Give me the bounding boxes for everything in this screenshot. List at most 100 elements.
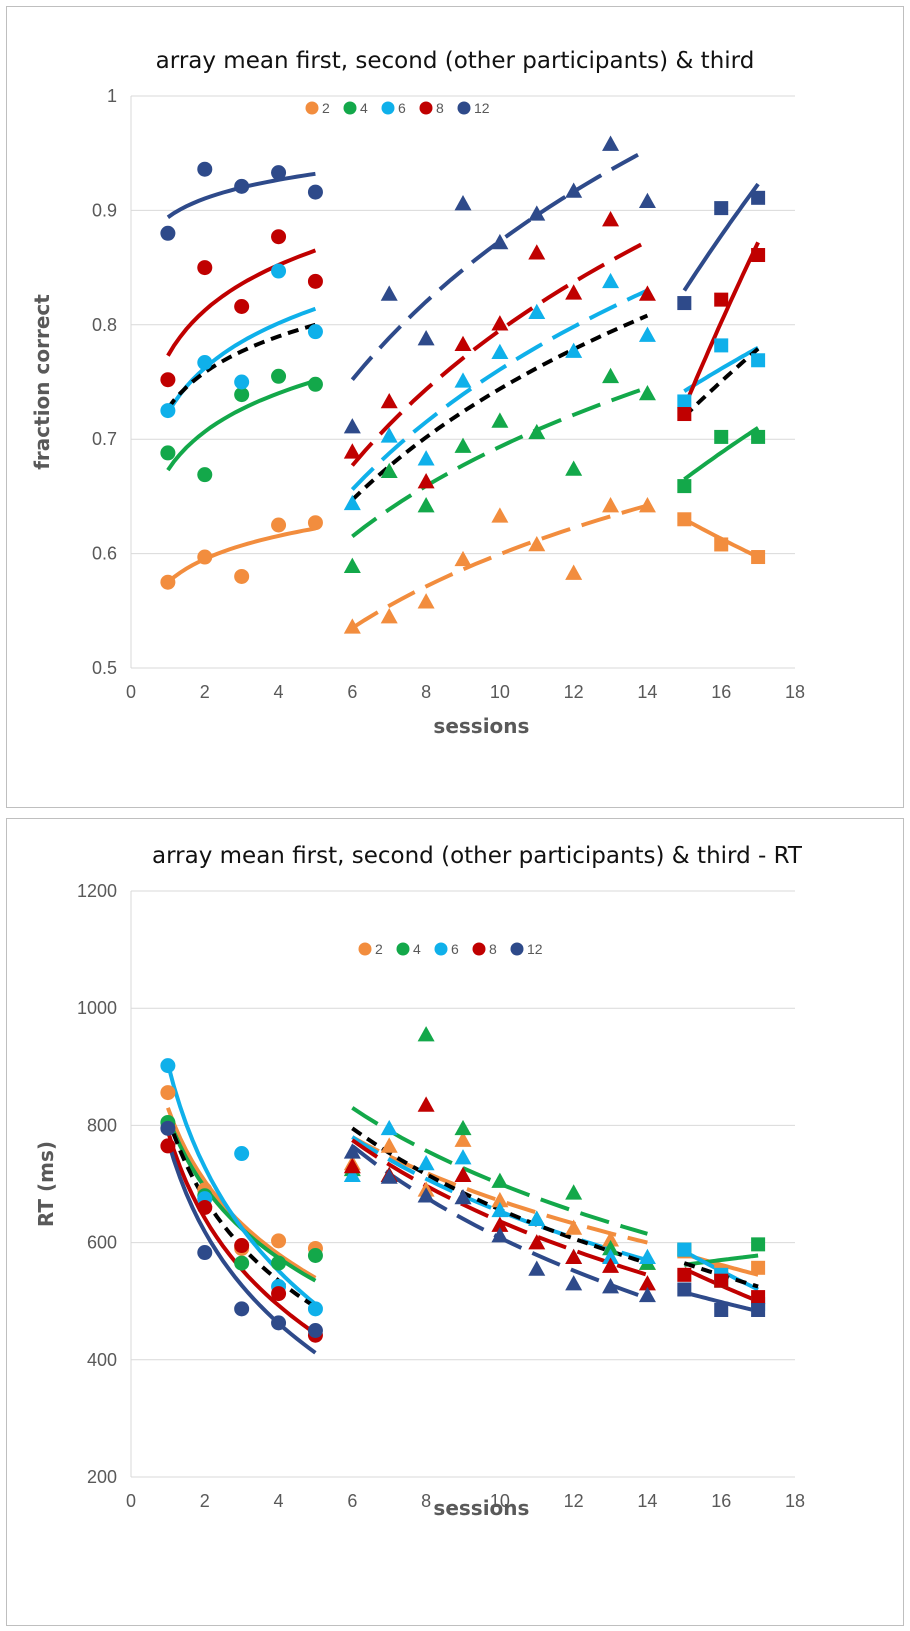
x-tick-label: 2 (200, 1491, 210, 1511)
data-point-8-phase1 (197, 1199, 213, 1215)
data-point-4-phase2 (417, 1026, 435, 1042)
data-point-8-phase1 (234, 1238, 250, 1254)
data-point-8-phase2 (417, 473, 435, 489)
data-point-12-phase2 (491, 1227, 509, 1243)
data-point-8-phase1 (197, 260, 213, 276)
data-point-12-phase2 (565, 182, 583, 198)
data-point-2-phase1 (307, 515, 323, 531)
data-point-12-phase2 (602, 135, 620, 151)
x-tick-label: 18 (785, 1491, 805, 1511)
data-point-4-phase1 (271, 368, 287, 384)
x-tick-label: 14 (637, 682, 657, 702)
data-point-8-phase2 (454, 1166, 472, 1183)
chart-title: array mean first, second (other particip… (152, 843, 803, 869)
data-point-6-phase2 (491, 343, 509, 360)
data-point-2-phase3 (714, 537, 729, 552)
y-tick-label: 1200 (77, 881, 117, 901)
trendline-6-phase3 (683, 345, 760, 393)
data-point-12-phase3 (751, 1302, 766, 1317)
trendline-4-phase2 (351, 385, 649, 538)
data-point-2-phase2 (528, 535, 546, 552)
trendlines (165, 1063, 759, 1355)
y-tick-label: 0.7 (92, 429, 117, 449)
data-point-8-phase2 (602, 211, 620, 227)
y-axis-label: RT (ms) (34, 1141, 58, 1227)
data-point-8-phase3 (751, 1290, 766, 1305)
data-point-6-phase2 (565, 342, 583, 358)
legend-label-8: 8 (436, 100, 444, 116)
legend: 2 4 6 8 12 (305, 100, 490, 116)
legend: 2 4 6 8 12 (358, 941, 543, 957)
data-point-2-phase2 (602, 497, 620, 513)
data-point-8-phase2 (565, 1248, 583, 1265)
trendline-4-phase3 (684, 1253, 759, 1267)
data-point-12-phase2 (638, 192, 656, 209)
series-8 (160, 211, 766, 489)
data-point-2-phase2 (380, 1137, 398, 1153)
data-point-6-phase2 (491, 1201, 509, 1218)
trendline-4-phase1 (166, 378, 316, 472)
data-point-12-phase1 (234, 1301, 250, 1317)
data-point-4-phase2 (454, 437, 472, 453)
legend-label-2: 2 (375, 941, 383, 957)
legend-label-4: 4 (413, 941, 421, 957)
data-point-6-phase1 (234, 1146, 250, 1162)
data-point-12-phase2 (565, 1275, 583, 1291)
trendline-12-phase1 (165, 1139, 317, 1355)
data-point-8-phase1 (234, 298, 250, 314)
data-point-6-phase1 (234, 374, 250, 390)
data-point-8-phase1 (307, 273, 323, 289)
data-point-6-phase2 (602, 1248, 620, 1265)
data-point-6-phase3 (677, 394, 692, 409)
data-point-8-phase2 (343, 1157, 361, 1174)
rt-chart-panel: array mean first, second (other particip… (6, 818, 904, 1626)
data-point-2-phase2 (602, 1231, 620, 1247)
data-point-6-phase2 (602, 272, 620, 289)
data-point-6-phase3 (751, 353, 766, 368)
data-point-2-phase2 (417, 593, 435, 609)
legend-label-8: 8 (489, 941, 497, 957)
data-point-8-phase3 (677, 407, 692, 422)
data-point-8-phase2 (638, 285, 656, 301)
legend-marker-8 (472, 942, 486, 956)
x-tick-label: 18 (785, 682, 805, 702)
data-point-2-phase1 (271, 1233, 287, 1249)
data-point-8-phase3 (677, 1267, 692, 1282)
data-point-12-phase2 (380, 1168, 398, 1184)
data-point-12-phase2 (602, 1278, 620, 1294)
data-point-2-phase2 (565, 564, 583, 580)
data-point-8-phase2 (417, 1096, 435, 1112)
data-point-6-phase2 (343, 494, 361, 511)
chart-title: array mean first, second (other particip… (156, 48, 755, 74)
trendline-12-phase2 (350, 148, 649, 381)
trendline-2-phase1 (166, 1107, 317, 1280)
trendline-2-phase1 (166, 526, 316, 584)
x-tick-label: 10 (490, 1491, 510, 1511)
data-point-8-phase2 (380, 392, 398, 409)
data-point-6-phase1 (160, 1058, 176, 1074)
legend-label-2: 2 (322, 100, 330, 116)
x-tick-label: 16 (711, 1491, 731, 1511)
data-point-2-phase3 (751, 550, 766, 565)
legend-marker-4 (343, 101, 357, 115)
accuracy-chart-panel: array mean first, second (other particip… (6, 6, 904, 808)
y-tick-label: 1 (107, 86, 117, 106)
data-point-4-phase2 (565, 460, 583, 476)
data-point-6-phase1 (160, 403, 176, 419)
x-axis-label: sessions (433, 714, 529, 738)
series-6 (160, 263, 766, 511)
data-point-4-phase2 (565, 1184, 583, 1200)
data-point-12-phase2 (380, 285, 398, 301)
y-tick-label: 800 (87, 1115, 117, 1135)
data-point-2-phase3 (677, 512, 692, 527)
x-tick-label: 12 (564, 1491, 584, 1511)
data-point-12-phase2 (417, 330, 435, 346)
y-tick-label: 0.8 (92, 315, 117, 335)
y-tick-label: 0.6 (92, 544, 117, 564)
data-point-8-phase1 (160, 1138, 176, 1154)
data-point-6-phase1 (307, 324, 323, 340)
trendline-12-phase3 (683, 1290, 759, 1314)
data-point-12-phase2 (528, 1260, 546, 1276)
data-point-2-phase1 (197, 549, 213, 565)
legend-marker-6 (381, 101, 395, 115)
